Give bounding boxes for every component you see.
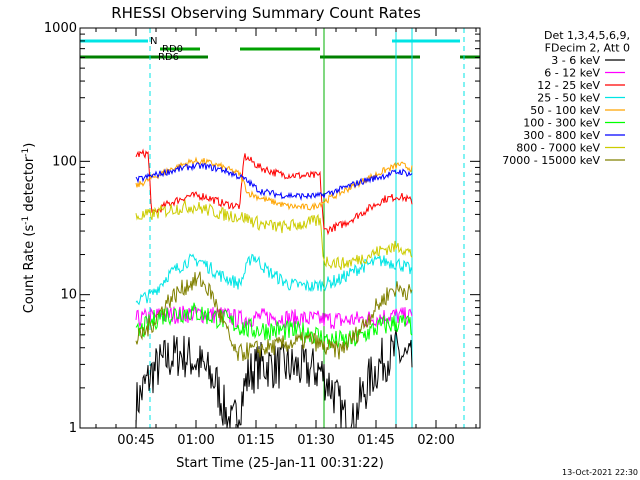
- series-line-7: [135, 198, 413, 270]
- legend: Det 1,3,4,5,6,9,FDecim 2, Att 03 - 6 keV…: [502, 29, 630, 167]
- x-tick-label-0: 00:45: [117, 433, 154, 448]
- series-line-3: [135, 253, 413, 306]
- x-axis-label: Start Time (25-Jan-11 00:31:22): [176, 456, 384, 471]
- legend-label-0: 3 - 6 keV: [551, 54, 600, 67]
- legend-header-0: Det 1,3,4,5,6,9,: [544, 29, 630, 42]
- legend-label-6: 300 - 800 keV: [523, 129, 600, 142]
- axes-frame: [79, 27, 481, 429]
- legend-label-5: 100 - 300 keV: [523, 117, 600, 130]
- y-axis-label: Count Rate (s-1 detector-1): [21, 143, 37, 314]
- series-lines: [135, 148, 413, 429]
- y-tick-label-0: 1: [69, 421, 77, 436]
- legend-label-2: 12 - 25 keV: [537, 79, 600, 92]
- y-label-mid: detector: [22, 156, 37, 216]
- legend-label-7: 800 - 7000 keV: [516, 142, 600, 155]
- y-tick-label-2: 100: [52, 154, 77, 169]
- axes: 1 10 100 1000 00:45 01:00 01:15 01:30 01:45 02:00: [44, 21, 481, 448]
- x-tick-label-3: 01:30: [297, 433, 334, 448]
- series-line-2: [135, 148, 413, 236]
- x-tick-label-1: 01:00: [177, 433, 214, 448]
- flag-label-rd6: RD6: [158, 52, 179, 63]
- series-line-6: [135, 162, 413, 201]
- legend-header-1: FDecim 2, Att 0: [545, 42, 630, 55]
- series-line-1: [135, 305, 413, 330]
- series-line-8: [135, 271, 413, 361]
- legend-label-4: 50 - 100 keV: [530, 104, 600, 117]
- y-label-end: ): [22, 143, 37, 148]
- series-line-0: [135, 329, 413, 429]
- timestamp: 13-Oct-2021 22:30: [562, 468, 638, 477]
- x-tick-label-2: 01:15: [237, 433, 274, 448]
- y-tick-label-3: 1000: [44, 21, 77, 36]
- y-label-main: Count Rate (s: [22, 225, 37, 314]
- x-tick-label-5: 02:00: [417, 433, 454, 448]
- legend-label-8: 7000 - 15000 keV: [502, 154, 600, 167]
- y-tick-label-1: 10: [60, 288, 77, 303]
- legend-label-3: 25 - 50 keV: [537, 92, 600, 105]
- flag-label-rd0: RD0: [162, 44, 183, 55]
- y-label-sup2: -1: [21, 148, 31, 157]
- y-label-sup1: -1: [21, 216, 31, 225]
- legend-label-1: 6 - 12 keV: [544, 67, 600, 80]
- series-line-5: [135, 302, 413, 350]
- x-tick-label-4: 01:45: [357, 433, 394, 448]
- chart-title: RHESSI Observing Summary Count Rates: [111, 4, 421, 22]
- flag-label-n: N: [150, 36, 157, 47]
